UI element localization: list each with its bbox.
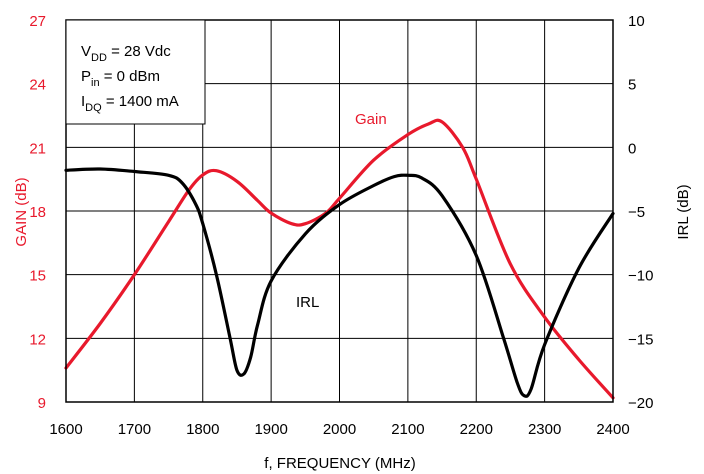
y-left-tick-label: 15 [29,268,46,285]
x-tick-label: 1900 [254,421,287,438]
y-left-tick-label: 18 [29,204,46,221]
y-right-tick-label: 0 [628,140,636,157]
conditions-box-frame [65,19,206,125]
x-tick-label: 2200 [460,421,493,438]
condition-idq: IDQ = 1400 mA [81,93,179,114]
y-right-tick-label: 5 [628,77,636,94]
x-tick-label: 2300 [528,421,561,438]
x-tick-label: 1800 [186,421,219,438]
y-left-tick-label: 21 [29,140,46,157]
y-right-tick-label: −5 [628,204,645,221]
tick-labels: 1600 1700 1800 1900 2000 2100 2200 2300 2400 9 −20… [29,13,653,438]
y-left-tick-label: 27 [29,13,46,30]
y-left-axis-title: GAIN (dB) [13,177,30,246]
series-lines [64,118,615,400]
y-left-tick-label: 9 [38,395,46,412]
plot-frame [65,19,614,403]
y-left-tick-label: 12 [29,331,46,348]
y-right-axis-title: IRL (dB) [675,184,692,239]
condition-vdd: VDD = 28 Vdc [81,43,171,64]
y-right-tick-label: −10 [628,268,653,285]
y-right-tick-label: 10 [628,13,645,30]
condition-pin: Pin = 0 dBm [81,68,160,89]
x-tick-label: 1600 [49,421,82,438]
y-right-tick-label: −20 [628,395,653,412]
y-right-tick-label: −15 [628,331,653,348]
x-tick-label: 2400 [596,421,629,438]
grid-lines [66,20,613,402]
y-left-tick-label: 24 [29,77,46,94]
x-tick-label: 2000 [323,421,356,438]
x-axis-title: f, FREQUENCY (MHz) [264,455,415,472]
series-line-irl [64,167,615,398]
x-tick-label: 1700 [118,421,151,438]
annotation-irl: IRL [296,294,319,311]
annotation-gain: Gain [355,111,387,128]
conditions-box: VDD = 28 Vdc Pin = 0 dBm IDQ = 1400 mA [65,19,206,125]
x-tick-label: 2100 [391,421,424,438]
